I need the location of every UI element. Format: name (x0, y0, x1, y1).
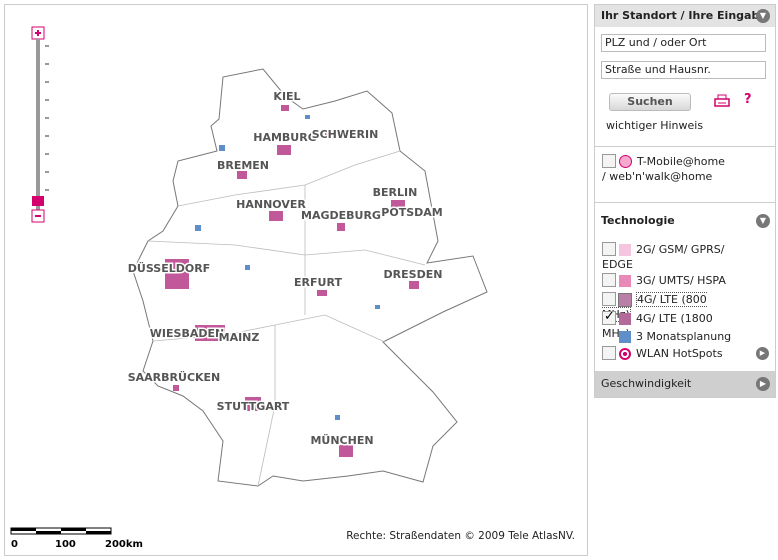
option-label: 2G/ GSM/ GPRS/ EDGE (602, 243, 725, 271)
scale-label: 100 (55, 539, 76, 550)
checkbox[interactable] (602, 346, 616, 360)
section-title: Geschwindigkeit (601, 377, 692, 390)
scale-bar: 0 100 200km (10, 527, 143, 550)
home-icon (619, 155, 632, 168)
zoom-in-icon (35, 30, 41, 36)
option-label: WLAN HotSpots (636, 347, 723, 360)
city-label: MÜNCHEN (310, 433, 373, 447)
technology-option[interactable]: 3G/ UMTS/ HSPA (602, 273, 737, 288)
city-label: STUTTGART (217, 400, 290, 413)
scale-label: 200km (105, 539, 143, 550)
zoom-handle[interactable] (32, 196, 44, 206)
collapse-icon[interactable]: ▼ (756, 214, 770, 228)
checkbox[interactable]: ✓ (602, 309, 616, 325)
city-label: HAMBURG (253, 131, 316, 144)
city-label: DRESDEN (384, 268, 443, 281)
city-label: HANNOVER (236, 198, 306, 211)
search-button[interactable]: Suchen (609, 93, 691, 111)
expand-icon[interactable]: ▶ (756, 377, 770, 391)
color-swatch (619, 275, 631, 287)
hotspot-icon (619, 348, 631, 360)
state-borders (147, 150, 426, 487)
copyright: Rechte: Straßendaten © 2009 Tele AtlasNV… (346, 530, 575, 542)
city-label: ERFURT (294, 276, 342, 289)
coverage-spots (165, 105, 419, 457)
text-input[interactable]: Straße und Hausnr. (601, 61, 766, 79)
section-header[interactable]: Ihr Standort / Ihre Eingabe ▼ (595, 5, 775, 27)
note-link[interactable]: wichtiger Hinweis (606, 119, 704, 132)
zoom-slider[interactable] (31, 26, 49, 223)
zoom-ticks (45, 45, 49, 191)
separator (595, 146, 775, 147)
color-swatch (619, 331, 631, 343)
print-icon[interactable] (713, 94, 731, 110)
help-icon[interactable]: ? (744, 92, 752, 107)
sidebar: Ihr Standort / Ihre Eingabe ▼ PLZ und / o… (594, 4, 776, 398)
option-label: T-Mobile@home / web'n'walk@home (602, 155, 725, 183)
text-input[interactable]: PLZ und / oder Ort (601, 34, 766, 52)
city-label: SCHWERIN (312, 128, 379, 141)
technology-option[interactable]: WLAN HotSpots (602, 346, 737, 361)
city-label: KIEL (273, 90, 300, 103)
city-label: MAGDEBURG (301, 209, 381, 222)
technology-option[interactable]: 3 Monatsplanung (602, 329, 737, 344)
section-title: Technologie (601, 214, 675, 227)
color-swatch (619, 244, 631, 256)
home-option[interactable]: T-Mobile@home / web'n'walk@home (602, 154, 732, 184)
city-label: DÜSSELDORF (128, 261, 210, 275)
city-label: MAINZ (219, 331, 260, 344)
collapse-icon[interactable]: ▼ (756, 9, 770, 23)
checkbox[interactable] (602, 154, 616, 168)
checkbox[interactable] (602, 273, 616, 287)
section-header[interactable]: Technologie ▼ (595, 210, 775, 232)
city-label: SAARBRÜCKEN (128, 370, 221, 384)
check-mark: ✓ (604, 309, 615, 324)
technology-option[interactable]: 2G/ GSM/ GPRS/ EDGE (602, 242, 737, 272)
checkbox[interactable] (602, 242, 616, 256)
more-icon[interactable]: ▶ (756, 347, 769, 360)
city-label: POTSDAM (381, 206, 442, 219)
color-swatch (619, 313, 631, 325)
color-swatch (618, 293, 632, 307)
scale-label: 0 (11, 539, 18, 550)
option-label: 3 Monatsplanung (636, 330, 732, 343)
planned-spots (195, 115, 380, 420)
map-canvas: KIEL HAMBURG SCHWERIN BREMEN BERLIN POTS… (10, 26, 575, 550)
separator (595, 202, 775, 203)
map[interactable]: KIEL HAMBURG SCHWERIN BREMEN BERLIN POTS… (4, 4, 588, 556)
option-label: 3G/ UMTS/ HSPA (636, 274, 726, 287)
city-label: BERLIN (373, 186, 418, 199)
city-label: WIESBADEN (150, 327, 224, 340)
section-header[interactable]: Geschwindigkeit ▶ (595, 371, 775, 397)
checkbox[interactable] (602, 292, 616, 306)
section-title: Ihr Standort / Ihre Eingabe (601, 9, 767, 22)
city-label: BREMEN (217, 159, 269, 172)
